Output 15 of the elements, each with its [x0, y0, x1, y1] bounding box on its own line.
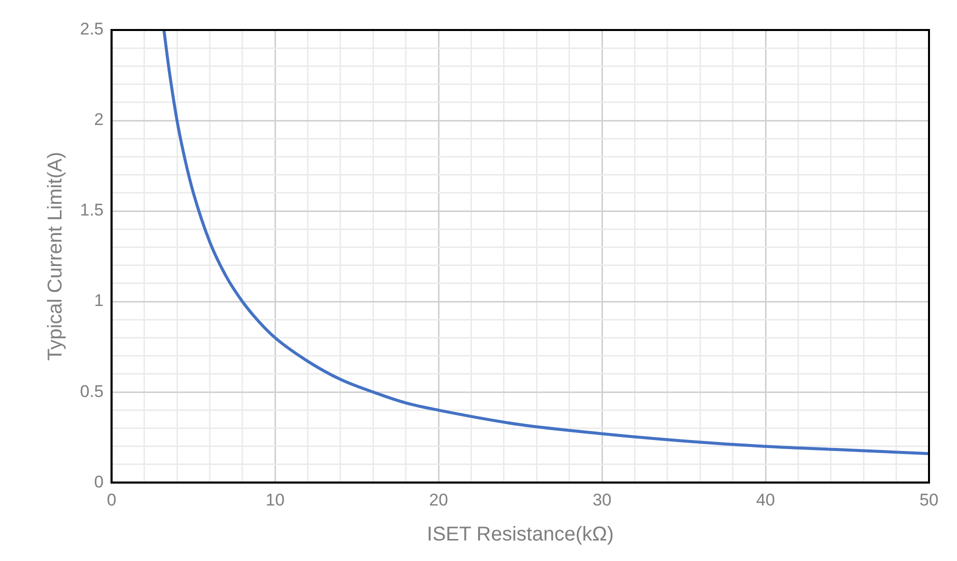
y-tick-label: 1.5	[80, 200, 104, 220]
y-tick-label: 0.5	[80, 382, 104, 401]
x-tick-label: 50	[920, 490, 938, 510]
x-tick-label: 0	[106, 490, 116, 510]
x-tick-label: 30	[592, 490, 612, 510]
y-tick-label: 2	[94, 110, 104, 130]
y-tick-label: 0	[94, 472, 104, 492]
y-tick-label: 2.5	[80, 20, 104, 39]
x-tick-label: 20	[429, 490, 448, 510]
y-axis-title: Typical Current Limit(A)	[44, 152, 67, 361]
x-axis-title: ISET Resistance(kΩ)	[426, 524, 614, 546]
line-series	[162, 30, 929, 456]
y-tick-label: 1	[94, 291, 104, 310]
x-tick-label: 40	[756, 490, 775, 510]
x-tick-label: 10	[266, 490, 285, 510]
